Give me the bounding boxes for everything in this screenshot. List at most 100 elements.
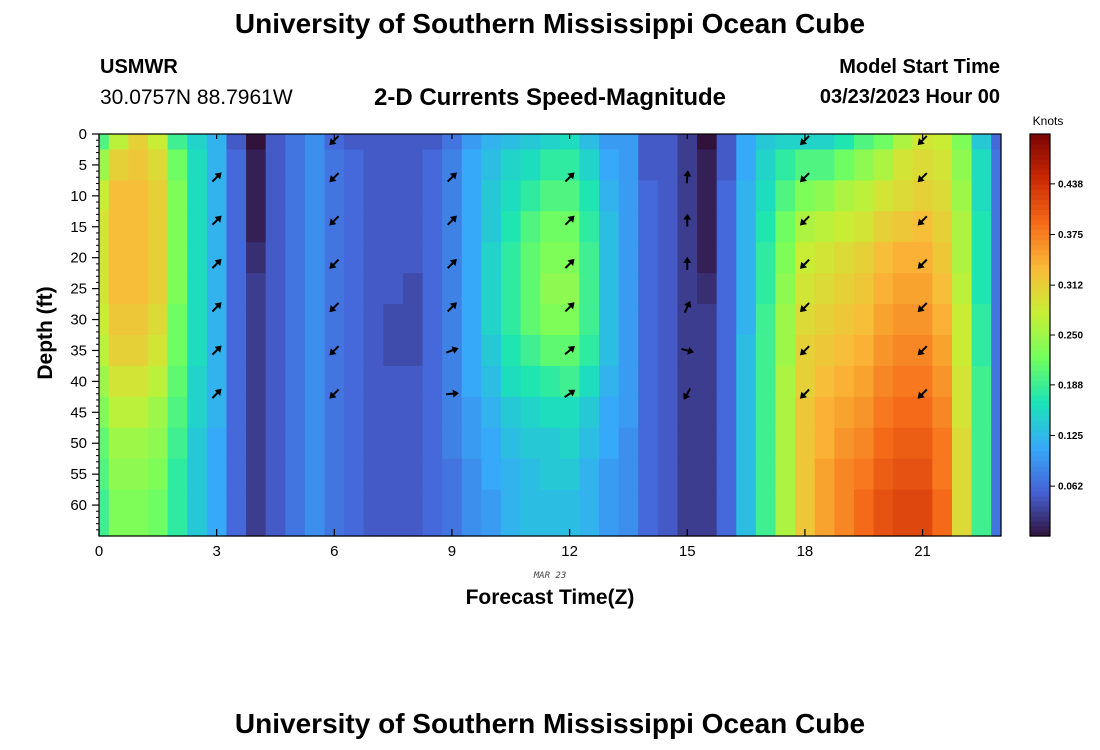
heatmap-cell	[402, 335, 424, 367]
heatmap-cell	[324, 458, 345, 491]
heatmap-cell	[893, 396, 914, 429]
heatmap-cell	[991, 458, 1002, 491]
heatmap-cell	[500, 396, 522, 429]
heatmap-cell	[951, 134, 973, 151]
heatmap-cell	[363, 396, 384, 429]
heatmap-cell	[657, 427, 679, 460]
heatmap-cell	[363, 489, 384, 522]
heatmap-cell	[775, 242, 796, 274]
heatmap-cell	[226, 489, 247, 522]
heatmap-cell	[971, 335, 992, 367]
heatmap-cell	[932, 273, 953, 305]
colorbar-segment	[1030, 154, 1050, 160]
colorbar-segment	[1030, 279, 1050, 286]
heatmap-cell	[383, 520, 404, 537]
heatmap-cell	[500, 242, 522, 274]
heatmap-cell	[579, 180, 600, 212]
heatmap-cell	[167, 365, 188, 398]
heatmap-cell	[559, 489, 581, 522]
heatmap-cell	[638, 335, 659, 367]
colorbar-segment	[1030, 485, 1050, 492]
heatmap-cell	[736, 242, 757, 274]
heatmap-cell	[246, 520, 267, 537]
heatmap-cell	[579, 242, 600, 274]
heatmap-cell	[795, 273, 816, 305]
heatmap-cell	[402, 134, 424, 151]
colorbar-segment	[1030, 405, 1050, 411]
heatmap-cell	[481, 180, 502, 212]
heatmap-cell	[461, 211, 482, 243]
heatmap-cell	[559, 211, 581, 243]
footer-title: University of Southern Mississippi Ocean…	[234, 708, 866, 739]
colorbar-segment	[1030, 164, 1050, 170]
heatmap-cell	[206, 273, 228, 305]
heatmap-cell	[795, 365, 816, 398]
heatmap-cell	[579, 273, 600, 305]
heatmap-cell	[951, 211, 973, 243]
heatmap-cell	[304, 520, 326, 537]
colorbar-segment	[1030, 149, 1050, 155]
heatmap-cell	[814, 149, 835, 181]
heatmap-cell	[226, 365, 247, 398]
heatmap-cell	[344, 242, 365, 274]
heatmap-cell	[422, 458, 443, 491]
colorbar-segment	[1030, 169, 1050, 175]
heatmap-cell	[912, 211, 933, 243]
heatmap-cell	[893, 427, 914, 460]
heatmap-cell	[540, 335, 561, 367]
heatmap-cell	[951, 149, 973, 181]
heatmap-cell	[187, 520, 208, 537]
current-arrow	[564, 215, 575, 226]
colorbar-segment	[1030, 189, 1050, 195]
heatmap-cell	[912, 273, 933, 305]
current-arrow	[211, 302, 222, 313]
heatmap-cell	[246, 242, 267, 274]
heatmap-cell	[971, 489, 992, 522]
heatmap-cell	[128, 458, 149, 491]
heatmap-cell	[638, 520, 659, 537]
heatmap-cell	[324, 211, 345, 243]
heatmap-cell	[265, 335, 286, 367]
heatmap-cells	[99, 134, 1002, 537]
current-arrow	[447, 172, 457, 183]
heatmap-cell	[893, 134, 914, 151]
heatmap-cell	[559, 273, 581, 305]
current-arrow	[683, 256, 692, 270]
heatmap-cell	[912, 242, 933, 274]
heatmap-cell	[265, 180, 286, 212]
y-tick-label: 15	[70, 219, 87, 236]
heatmap-cell	[461, 520, 482, 537]
heatmap-cell	[697, 134, 718, 151]
heatmap-cell	[167, 458, 188, 491]
heatmap-cell	[893, 458, 914, 491]
heatmap-cell	[912, 304, 933, 336]
colorbar-segment	[1030, 415, 1050, 422]
heatmap-cell	[402, 458, 424, 491]
heatmap-cell	[148, 242, 169, 274]
heatmap-cell	[285, 396, 306, 429]
heatmap-cell	[893, 304, 914, 336]
heatmap-cell	[500, 489, 522, 522]
heatmap-cell	[736, 180, 757, 212]
heatmap-cell	[520, 211, 541, 243]
y-tick-label: 0	[79, 126, 87, 143]
heatmap-cell	[853, 242, 875, 274]
heatmap-cell	[638, 242, 659, 274]
current-arrow	[917, 302, 928, 313]
heatmap-cell	[148, 427, 169, 460]
heatmap-cell	[559, 396, 581, 429]
colorbar-segment	[1030, 284, 1050, 291]
heatmap-cell	[559, 180, 581, 212]
heatmap-cell	[932, 149, 953, 181]
heatmap-cell	[442, 427, 463, 460]
x-tick-label: 15	[679, 543, 696, 560]
heatmap-cell	[991, 242, 1002, 274]
heatmap-cell	[814, 180, 835, 212]
y-axis-label: Depth (ft)	[34, 286, 57, 379]
heatmap-cell	[108, 149, 130, 181]
current-arrow	[329, 258, 340, 269]
heatmap-cell	[363, 242, 384, 274]
heatmap-cell	[481, 427, 502, 460]
heatmap-cell	[814, 211, 835, 243]
heatmap-cell	[893, 520, 914, 537]
